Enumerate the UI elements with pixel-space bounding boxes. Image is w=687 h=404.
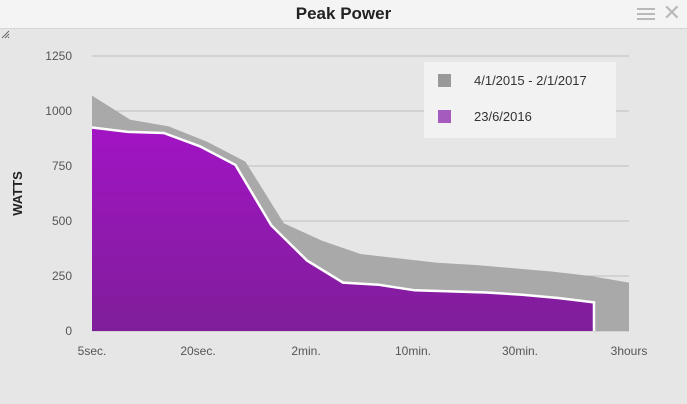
- resize-grip-icon[interactable]: [0, 29, 10, 39]
- y-tick-label: 500: [52, 214, 72, 228]
- x-tick-label: 30min.: [502, 344, 538, 358]
- x-tick-label: 2min.: [291, 344, 320, 358]
- peak-power-chart: 0 250 500 750 1000 1250 WATTS 5sec. 20sec. 2min. 1…: [10, 49, 648, 358]
- x-tick-label: 3hours: [611, 344, 648, 358]
- y-tick-label: 0: [65, 324, 72, 338]
- y-tick-label: 750: [52, 159, 72, 173]
- legend-box: [424, 62, 616, 138]
- y-axis-label: WATTS: [10, 171, 25, 216]
- y-tick-label: 1250: [45, 49, 72, 63]
- series-area-day: [92, 127, 594, 331]
- series-line-day: [91, 126, 596, 331]
- title-bar: Peak Power ✕: [0, 0, 687, 29]
- x-tick-label: 10min.: [395, 344, 431, 358]
- close-icon[interactable]: ✕: [662, 0, 681, 25]
- menu-icon[interactable]: [637, 6, 655, 20]
- y-tick-label: 1000: [45, 104, 72, 118]
- y-tick-label: 250: [52, 269, 72, 283]
- legend: 4/1/2015 - 2/1/2017 23/6/2016: [424, 62, 616, 138]
- x-tick-label: 20sec.: [180, 344, 215, 358]
- x-tick-label: 5sec.: [78, 344, 107, 358]
- legend-swatch: [438, 110, 451, 123]
- chart-area: 0 250 500 750 1000 1250 WATTS 5sec. 20sec. 2min. 1…: [0, 29, 687, 404]
- legend-label: 4/1/2015 - 2/1/2017: [474, 73, 587, 88]
- legend-label: 23/6/2016: [474, 109, 532, 124]
- chart-title: Peak Power: [295, 4, 392, 23]
- legend-swatch: [438, 74, 451, 87]
